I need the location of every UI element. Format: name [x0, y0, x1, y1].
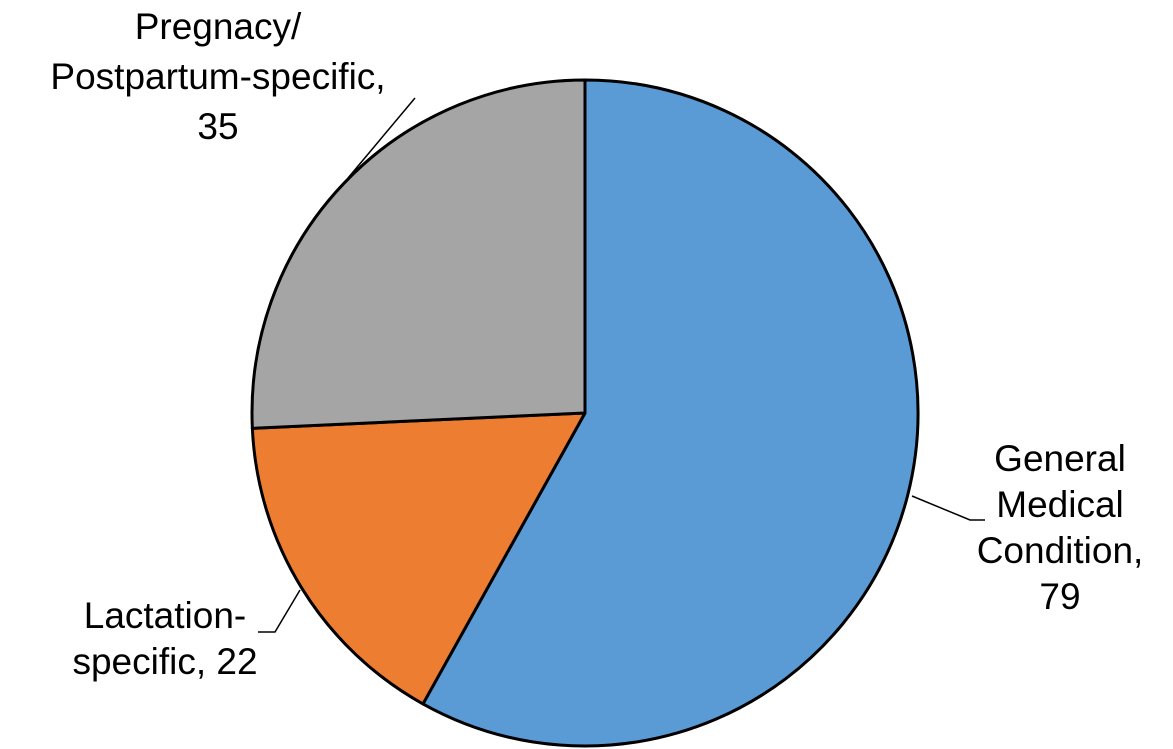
leader-line-general-medical-condition — [911, 495, 985, 521]
data-label-line: Medical — [996, 484, 1124, 525]
data-label-line: Condition, — [977, 530, 1144, 571]
data-label-line: 35 — [197, 106, 238, 147]
data-label-general-medical-condition: General Medical Condition, 79 — [977, 438, 1144, 617]
pie-slices — [250, 78, 920, 748]
leader-lines — [258, 97, 985, 633]
data-label-pregnacy-postpartum-specific: Pregnacy/Postpartum-specific, 35 — [50, 6, 385, 147]
leader-line-lactation-specific — [258, 589, 301, 633]
leader-line-pregnacy-postpartum-specific — [347, 97, 416, 179]
pie-slice-general-medical-condition — [421, 78, 920, 748]
data-label-line: Pregnacy/ — [135, 6, 302, 47]
data-label-line: Lactation- — [84, 595, 247, 636]
data-label-line: Postpartum-specific, — [50, 56, 385, 97]
pie-slice-pregnacy-postpartum-specific — [250, 78, 587, 430]
data-label-lactation-specific: Lactation-specific, 22 — [72, 595, 257, 682]
pie-slice-lactation-specific — [250, 411, 587, 706]
data-label-line: specific, 22 — [72, 641, 257, 682]
data-label-line: General — [994, 438, 1126, 479]
data-label-line: 79 — [1039, 576, 1080, 617]
data-labels: General Medical Condition, 79 Lactation-spec… — [50, 6, 1143, 682]
